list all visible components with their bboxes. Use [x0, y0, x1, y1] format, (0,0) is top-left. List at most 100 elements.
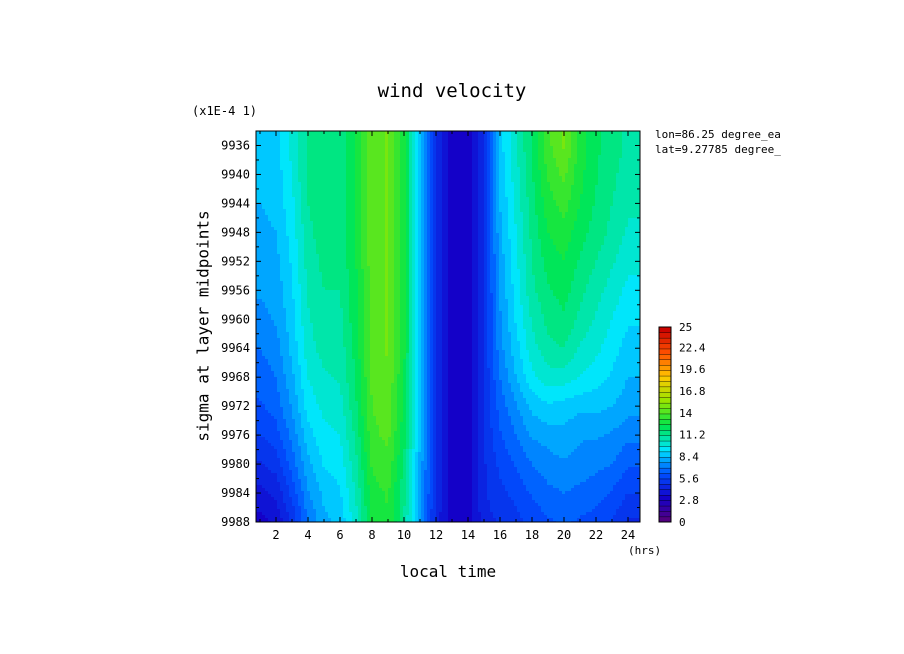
heatmap-cell: [607, 179, 611, 183]
heatmap-cell: [460, 230, 464, 234]
heatmap-cell: [631, 164, 635, 168]
heatmap-cell: [334, 182, 338, 186]
heatmap-cell: [586, 218, 590, 222]
heatmap-cell: [340, 176, 344, 180]
heatmap-cell: [526, 146, 530, 150]
heatmap-cell: [565, 176, 569, 180]
heatmap-cell: [577, 149, 581, 153]
heatmap-cell: [334, 188, 338, 192]
heatmap-cell: [307, 161, 311, 165]
heatmap-cell: [349, 230, 353, 234]
heatmap-cell: [601, 179, 605, 183]
heatmap-cell: [565, 167, 569, 171]
heatmap-cell: [583, 242, 587, 246]
heatmap-cell: [610, 179, 614, 183]
heatmap-cell: [592, 134, 596, 138]
heatmap-cell: [334, 230, 338, 234]
heatmap-cell: [634, 233, 638, 237]
heatmap-cell: [328, 203, 332, 207]
heatmap-cell: [616, 149, 620, 153]
heatmap-cell: [379, 140, 383, 144]
heatmap-cell: [343, 200, 347, 204]
heatmap-cell: [511, 242, 515, 246]
heatmap-cell: [280, 239, 284, 243]
heatmap-cell: [541, 233, 545, 237]
heatmap-cell: [280, 230, 284, 234]
heatmap-cell: [364, 188, 368, 192]
heatmap-cell: [280, 191, 284, 195]
heatmap-cell: [352, 203, 356, 207]
heatmap-cell: [310, 194, 314, 198]
heatmap-cell: [613, 170, 617, 174]
heatmap-cell: [277, 209, 281, 213]
heatmap-cell: [547, 173, 551, 177]
heatmap-cell: [583, 176, 587, 180]
heatmap-cell: [436, 179, 440, 183]
heatmap-cell: [349, 155, 353, 159]
heatmap-cell: [484, 185, 488, 189]
heatmap-cell: [379, 230, 383, 234]
heatmap-cell: [295, 188, 299, 192]
heatmap-cell: [325, 194, 329, 198]
heatmap-cell: [607, 149, 611, 153]
heatmap-cell: [457, 134, 461, 138]
heatmap-cell: [406, 239, 410, 243]
heatmap-cell: [361, 242, 365, 246]
heatmap-cell: [472, 155, 476, 159]
heatmap-cell: [403, 137, 407, 141]
heatmap-cell: [340, 230, 344, 234]
heatmap-cell: [547, 203, 551, 207]
heatmap-cell: [487, 218, 491, 222]
heatmap-cell: [364, 134, 368, 138]
heatmap-cell: [370, 200, 374, 204]
heatmap-cell: [544, 197, 548, 201]
heatmap-cell: [340, 185, 344, 189]
heatmap-cell: [487, 155, 491, 159]
heatmap-cell: [316, 206, 320, 210]
heatmap-cell: [259, 203, 263, 207]
heatmap-cell: [541, 200, 545, 204]
heatmap-cell: [454, 239, 458, 243]
heatmap-cell: [406, 236, 410, 240]
heatmap-cell: [412, 176, 416, 180]
heatmap-cell: [364, 161, 368, 165]
heatmap-cell: [523, 146, 527, 150]
heatmap-cell: [325, 155, 329, 159]
heatmap-cell: [601, 227, 605, 231]
heatmap-cell: [469, 152, 473, 156]
heatmap-cell: [424, 179, 428, 183]
heatmap-cell: [358, 170, 362, 174]
heatmap-cell: [301, 167, 305, 171]
heatmap-cell: [424, 227, 428, 231]
heatmap-cell: [427, 137, 431, 141]
heatmap-cell: [403, 197, 407, 201]
heatmap-cell: [535, 209, 539, 213]
heatmap-cell: [334, 239, 338, 243]
heatmap-cell: [262, 230, 266, 234]
heatmap-cell: [502, 230, 506, 234]
heatmap-cell: [316, 242, 320, 246]
heatmap-cell: [418, 233, 422, 237]
heatmap-cell: [427, 143, 431, 147]
heatmap-cell: [517, 200, 521, 204]
heatmap-cell: [286, 233, 290, 237]
heatmap-cell: [565, 233, 569, 237]
heatmap-cell: [397, 188, 401, 192]
heatmap-cell: [478, 185, 482, 189]
heatmap-cell: [403, 134, 407, 138]
heatmap-cell: [391, 212, 395, 216]
heatmap-cell: [280, 158, 284, 162]
heatmap-cell: [628, 158, 632, 162]
heatmap-cell: [385, 242, 389, 246]
heatmap-cell: [415, 242, 419, 246]
heatmap-cell: [481, 212, 485, 216]
heatmap-cell: [634, 209, 638, 213]
heatmap-cell: [466, 239, 470, 243]
heatmap-cell: [307, 158, 311, 162]
heatmap-cell: [421, 149, 425, 153]
heatmap-cell: [349, 188, 353, 192]
heatmap-cell: [502, 212, 506, 216]
heatmap-cell: [592, 200, 596, 204]
heatmap-cell: [559, 224, 563, 228]
heatmap-cell: [292, 203, 296, 207]
